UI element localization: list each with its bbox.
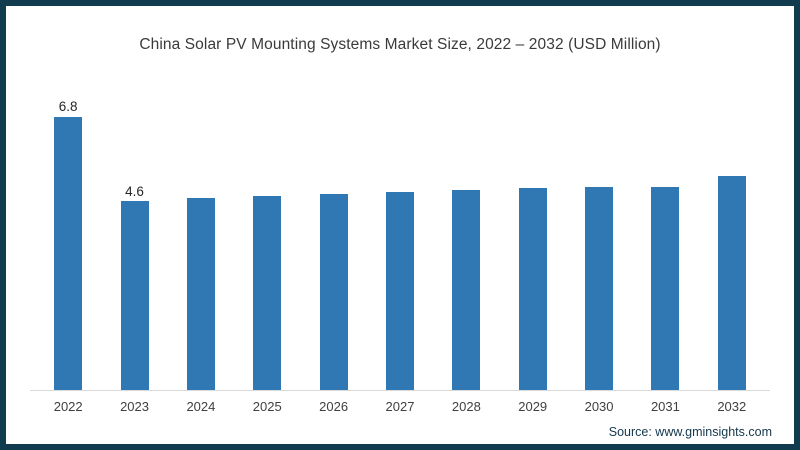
x-tick-2027: 2027: [385, 399, 415, 414]
x-tick-2029: 2029: [518, 399, 548, 414]
x-tick-2032: 2032: [717, 399, 747, 414]
bar-2025: [253, 196, 282, 390]
x-tick-2022: 2022: [53, 399, 83, 414]
x-tick-2026: 2026: [319, 399, 349, 414]
bar-value-label-2022: 6.8: [58, 99, 78, 114]
bar-slot-2032: [699, 100, 765, 390]
source-attribution: Source: www.gminsights.com: [608, 425, 772, 439]
bar-slot-2031: [632, 100, 698, 390]
x-tick-2024: 2024: [186, 399, 216, 414]
bar-2030: [585, 187, 614, 390]
x-tick-2023: 2023: [120, 399, 149, 414]
bar-2028: [452, 189, 481, 390]
bar-2026: [319, 194, 348, 390]
x-tick-2025: 2025: [252, 399, 282, 414]
bar-2023: [120, 201, 149, 390]
bar-slot-2029: [500, 100, 566, 390]
x-axis-line: [30, 390, 770, 391]
bar-slot-2026: [300, 100, 366, 390]
bar-2027: [385, 191, 414, 390]
bar-slot-2022: 6.8: [35, 100, 101, 390]
x-tick-2030: 2030: [584, 399, 614, 414]
x-tick-2028: 2028: [451, 399, 481, 414]
bar-2022: [54, 116, 83, 390]
bar-2029: [518, 188, 547, 390]
x-axis-labels: 2022 2023 2024 2025 2026 2027 2028 2029 2030 2031…: [35, 399, 765, 414]
bar-2024: [186, 198, 215, 390]
x-tick-2031: 2031: [650, 399, 680, 414]
chart-title: China Solar PV Mounting Systems Market S…: [139, 36, 661, 53]
bar-value-label-2023: 4.6: [125, 183, 144, 199]
bar-slot-2023: 4.6: [101, 100, 167, 390]
bar-slot-2028: [433, 100, 499, 390]
bar-slot-2030: [566, 100, 632, 390]
bar-slot-2025: [234, 100, 300, 390]
bar-slot-2024: [168, 100, 234, 390]
bar-2032: [717, 175, 746, 390]
bar-slot-2027: [367, 100, 433, 390]
bar-chart-plot: 6.8 4.6: [35, 100, 765, 390]
bar-2031: [651, 187, 680, 390]
